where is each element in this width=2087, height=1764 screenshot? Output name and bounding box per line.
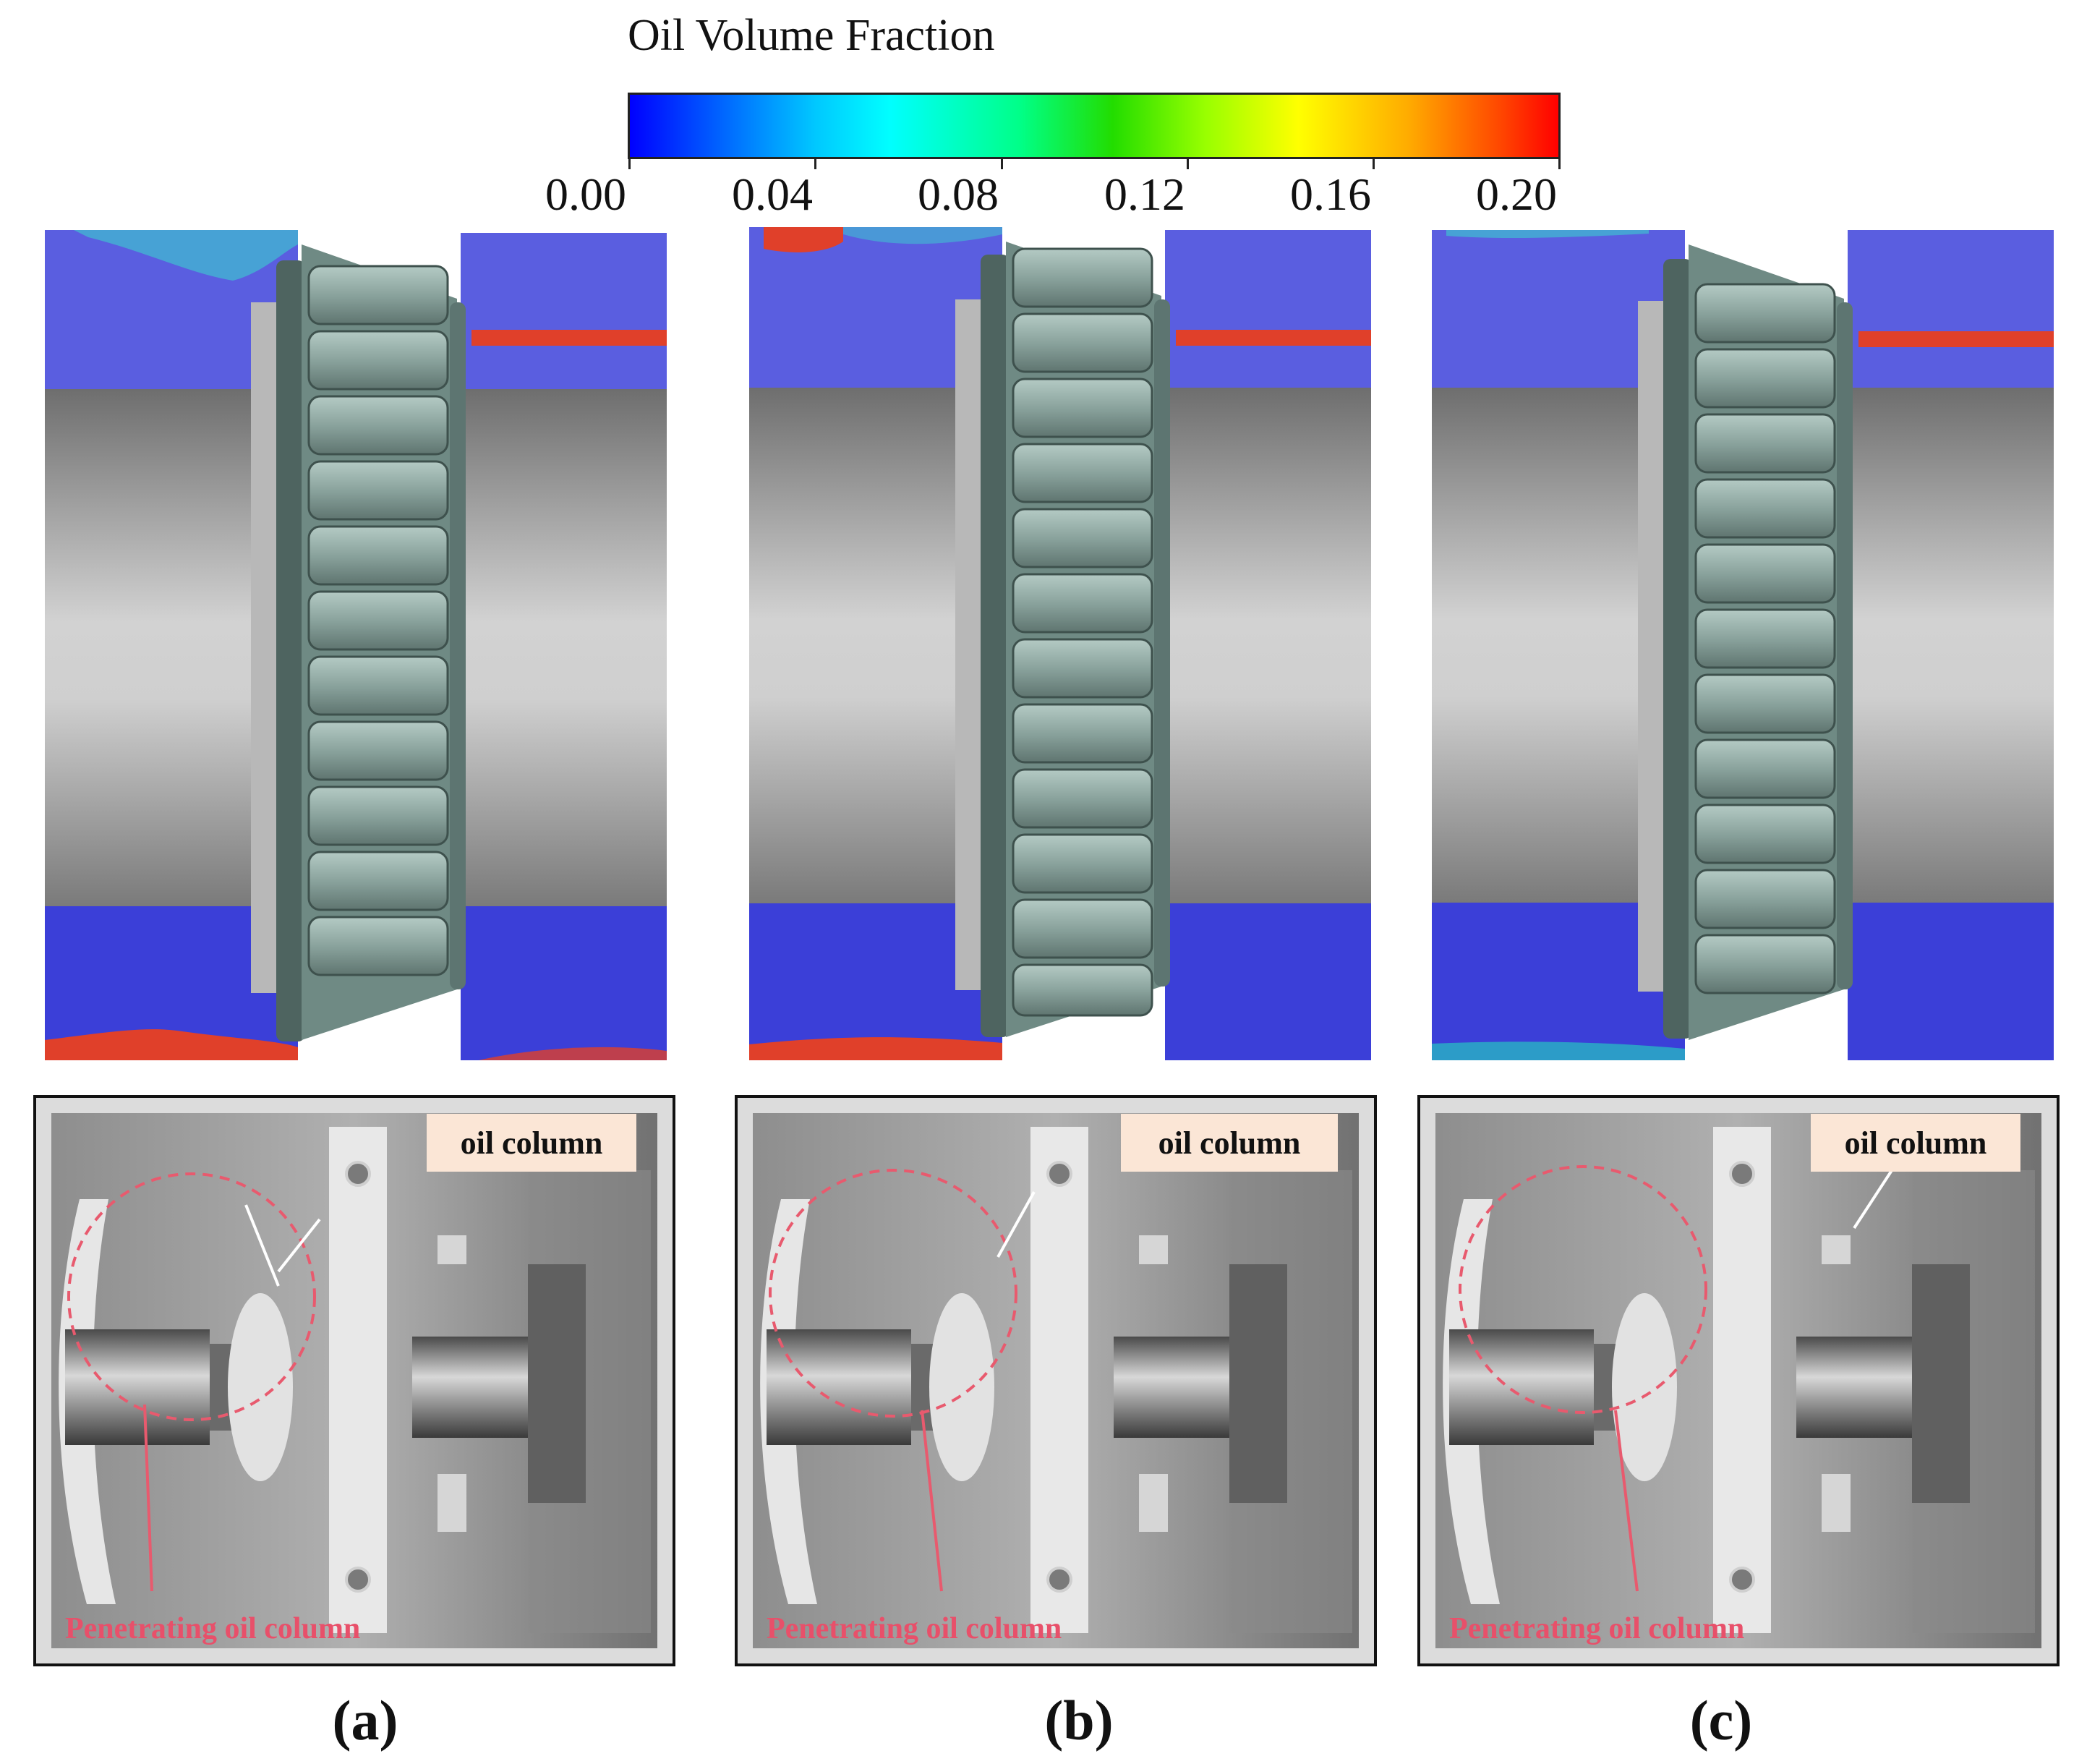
photo-illustration-b	[738, 1098, 1374, 1663]
colorbar-tick-mark	[1558, 158, 1561, 169]
photo-illustration-c	[1420, 1098, 2057, 1663]
penetrating-oil-column-label: Penetrating oil column	[65, 1612, 361, 1645]
colorbar-tick-label: 0.16	[1290, 169, 1371, 220]
simulation-panel-a	[45, 230, 667, 1060]
simulation-panel-b	[749, 227, 1371, 1060]
colorbar-tick-label: 0.20	[1476, 169, 1557, 220]
oil-column-tag: oil column	[1811, 1114, 2020, 1172]
photo-panel-b: oil column Penetrating oil column	[735, 1095, 1377, 1666]
colorbar-tick-mark	[814, 158, 816, 169]
photo-illustration-a	[36, 1098, 673, 1663]
colorbar-title: Oil Volume Fraction	[628, 11, 995, 60]
oil-column-tag: oil column	[427, 1114, 636, 1172]
colorbar-tick-mark	[1001, 158, 1003, 169]
oil-column-tag: oil column	[1121, 1114, 1338, 1172]
simulation-panel-c	[1432, 230, 2054, 1060]
panel-label-b: (b)	[1044, 1689, 1114, 1752]
panel-label-c: (c)	[1689, 1689, 1753, 1752]
colorbar-tick-mark	[1373, 158, 1375, 169]
penetrating-oil-column-label: Penetrating oil column	[767, 1612, 1062, 1645]
colorbar-tick-mark	[628, 158, 631, 169]
photo-panel-a: oil column Penetrating oil column	[33, 1095, 675, 1666]
colorbar-tick-mark	[1187, 158, 1189, 169]
colorbar-tick-label: 0.00	[545, 169, 626, 220]
penetrating-oil-column-label: Penetrating oil column	[1449, 1612, 1745, 1645]
colorbar-gradient	[628, 93, 1561, 159]
colorbar-tick-label: 0.04	[732, 169, 813, 220]
colorbar-tick-label: 0.08	[918, 169, 999, 220]
photo-panel-c: oil column Penetrating oil column	[1417, 1095, 2060, 1666]
colorbar-tick-label: 0.12	[1104, 169, 1185, 220]
panel-label-a: (a)	[332, 1689, 398, 1752]
